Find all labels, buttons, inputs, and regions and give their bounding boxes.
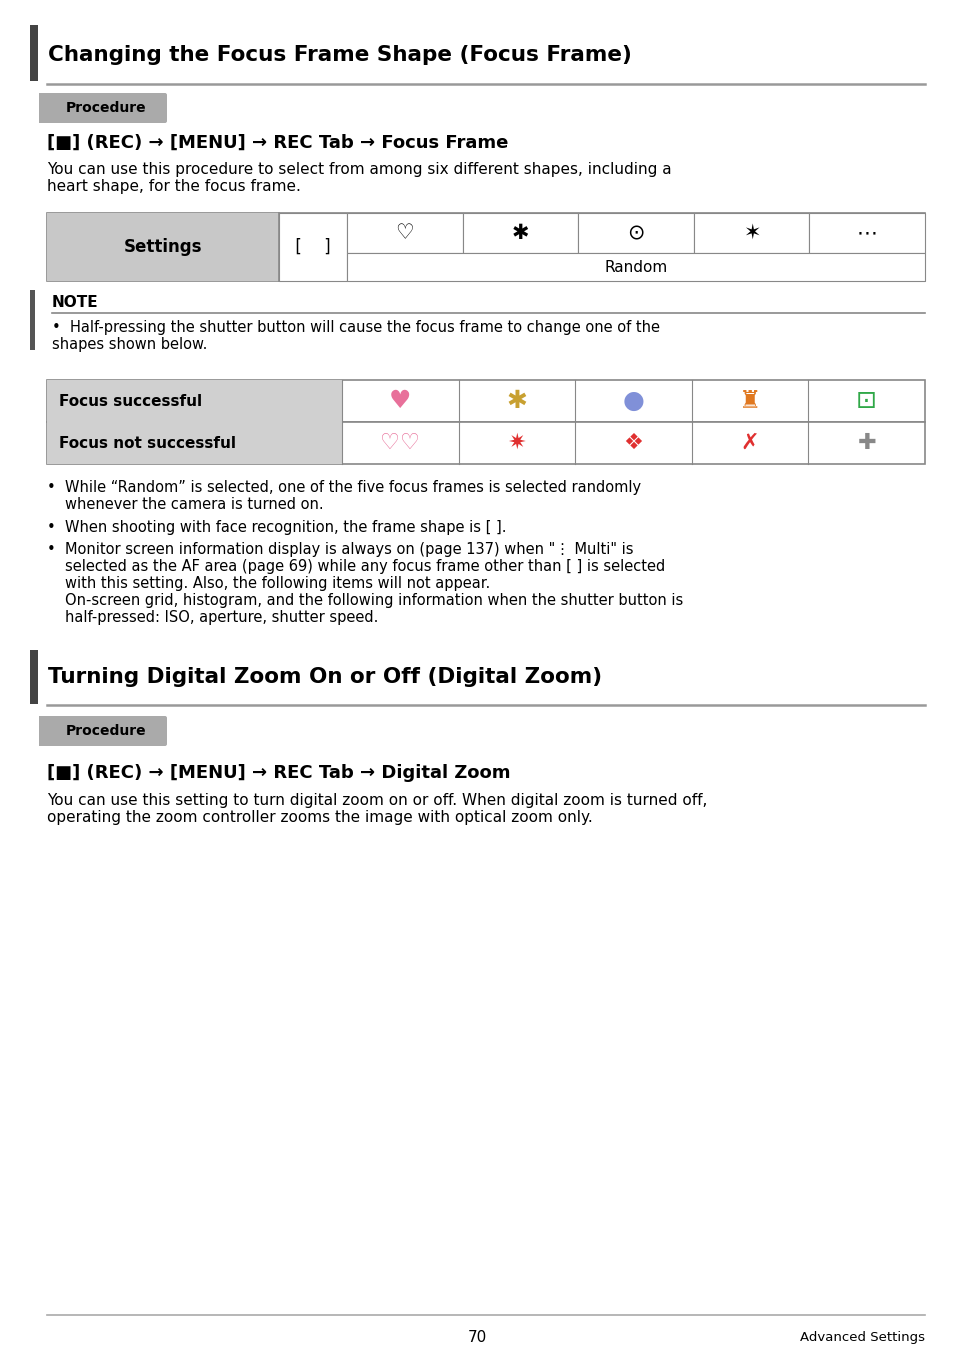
Bar [47, 380, 924, 422]
Text: ⊡: ⊡ [855, 389, 876, 413]
Text: 70: 70 [467, 1330, 486, 1345]
Text: ⊙: ⊙ [626, 223, 644, 243]
Bar [30, 650, 38, 704]
Bar [578, 213, 693, 252]
Text: [■] (REC) → [MENU] → REC Tab → Focus Frame: [■] (REC) → [MENU] → REC Tab → Focus Fra… [47, 134, 508, 152]
Text: selected as the AF area (page 69) while any focus frame other than [ ] is select: selected as the AF area (page 69) while … [65, 559, 664, 574]
Text: ❖: ❖ [623, 433, 643, 453]
Text: Settings: Settings [124, 237, 202, 256]
Bar [347, 252, 924, 281]
Bar [47, 422, 924, 464]
Text: Focus not successful: Focus not successful [59, 436, 235, 451]
Text: ✱: ✱ [511, 223, 529, 243]
Bar [693, 213, 808, 252]
Text: •: • [47, 480, 55, 495]
Text: Procedure: Procedure [66, 725, 146, 738]
Text: [■] (REC) → [MENU] → REC Tab → Digital Zoom: [■] (REC) → [MENU] → REC Tab → Digital Z… [47, 764, 510, 782]
Text: ✱: ✱ [506, 389, 527, 413]
Text: •: • [47, 541, 55, 556]
Text: half-pressed: ISO, aperture, shutter speed.: half-pressed: ISO, aperture, shutter spe… [65, 611, 378, 626]
Text: Procedure: Procedure [66, 100, 146, 115]
Text: ✚: ✚ [857, 433, 875, 453]
Bar [347, 213, 462, 252]
Bar [47, 213, 278, 281]
Bar [47, 422, 341, 464]
Bar [47, 380, 341, 422]
Bar [278, 213, 347, 281]
Text: •: • [47, 520, 55, 535]
Text: You can use this setting to turn digital zoom on or off. When digital zoom is tu: You can use this setting to turn digital… [47, 792, 706, 825]
Text: ♜: ♜ [739, 389, 760, 413]
Text: •  Half-pressing the shutter button will cause the focus frame to change one of : • Half-pressing the shutter button will … [52, 320, 659, 353]
Text: with this setting. Also, the following items will not appear.: with this setting. Also, the following i… [65, 575, 490, 592]
Text: ✶: ✶ [742, 223, 760, 243]
Text: Turning Digital Zoom On or Off (Digital Zoom): Turning Digital Zoom On or Off (Digital … [48, 668, 601, 687]
Text: While “Random” is selected, one of the five focus frames is selected randomly
wh: While “Random” is selected, one of the f… [65, 480, 640, 513]
Text: Advanced Settings: Advanced Settings [800, 1330, 924, 1343]
Text: You can use this procedure to select from among six different shapes, including : You can use this procedure to select fro… [47, 161, 671, 194]
Text: Changing the Focus Frame Shape (Focus Frame): Changing the Focus Frame Shape (Focus Fr… [48, 45, 631, 65]
Text: ✗: ✗ [740, 433, 759, 453]
Text: ●: ● [622, 389, 644, 413]
Bar [39, 716, 47, 746]
Text: Monitor screen information display is always on (page 137) when "⋮ Multi" is: Monitor screen information display is al… [65, 541, 633, 556]
Bar [30, 24, 38, 81]
Text: When shooting with face recognition, the frame shape is [ ].: When shooting with face recognition, the… [65, 520, 506, 535]
Text: ♡♡: ♡♡ [380, 433, 420, 453]
Text: ♥: ♥ [389, 389, 411, 413]
Bar [47, 213, 924, 281]
Text: ✷: ✷ [507, 433, 526, 453]
FancyBboxPatch shape [45, 716, 167, 746]
Text: NOTE: NOTE [52, 294, 98, 309]
FancyBboxPatch shape [45, 94, 167, 123]
Text: ⋯: ⋯ [856, 223, 877, 243]
Bar [462, 213, 578, 252]
Text: Focus successful: Focus successful [59, 394, 202, 408]
Text: [  ]: [ ] [293, 237, 333, 256]
Bar [808, 213, 924, 252]
Text: ♡: ♡ [395, 223, 414, 243]
Bar [39, 94, 47, 123]
Bar [30, 290, 35, 350]
Text: On-screen grid, histogram, and the following information when the shutter button: On-screen grid, histogram, and the follo… [65, 593, 682, 608]
Text: Random: Random [604, 259, 667, 274]
